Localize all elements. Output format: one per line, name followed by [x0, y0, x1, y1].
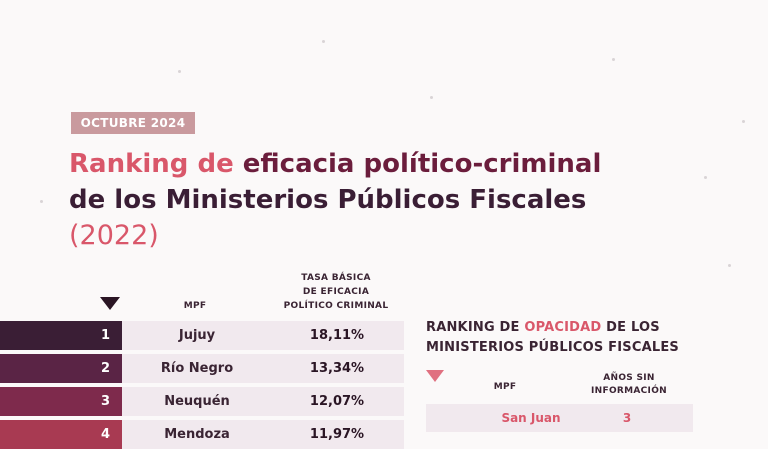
efficacy-value: 11,97%: [309, 427, 365, 442]
column-header-years: AÑOS SIN INFORMACIÓN: [574, 372, 684, 398]
efficacy-value: 18,11%: [309, 328, 365, 343]
province-name: Neuquén: [164, 394, 230, 409]
opacity-title-highlight: OPACIDAD: [524, 320, 602, 335]
column-header-tasa-line: DE EFICACIA: [302, 287, 370, 297]
table-row: 2 Río Negro 13,34%: [0, 354, 404, 383]
title-accent: Ranking de: [69, 149, 243, 179]
rank-number: 1: [0, 321, 122, 350]
opacity-title-text: RANKING DE: [426, 320, 525, 335]
table-row: 4 Mendoza 11,97%: [0, 420, 404, 449]
rank-row-body: Neuquén 12,07%: [122, 387, 404, 416]
rank-row-body: Río Negro 13,34%: [122, 354, 404, 383]
page-title: Ranking de eficacia político-criminal de…: [69, 146, 601, 254]
background-speck: [40, 200, 43, 203]
title-line-1: Ranking de eficacia político-criminal: [69, 146, 601, 182]
opacity-title-line-2: MINISTERIOS PÚBLICOS FISCALES: [426, 340, 679, 355]
rank-number: 2: [0, 354, 122, 383]
column-header-mpf: MPF: [493, 382, 517, 392]
sort-down-icon: [426, 370, 444, 382]
column-header-tasa-line: POLÍTICO CRIMINAL: [283, 301, 389, 311]
background-speck: [742, 120, 745, 123]
background-speck: [612, 58, 615, 61]
date-badge: OCTUBRE 2024: [71, 112, 195, 134]
province-name: San Juan: [501, 411, 561, 425]
column-header-years-line: AÑOS SIN: [603, 373, 655, 383]
province-name: Mendoza: [164, 427, 230, 442]
province-name: Río Negro: [160, 361, 234, 376]
column-header-mpf: MPF: [183, 301, 207, 311]
province-name: Jujuy: [178, 328, 216, 343]
efficacy-value: 13,34%: [309, 361, 365, 376]
column-header-tasa-line: TASA BÁSICA: [301, 273, 371, 283]
opacity-title-line-1: RANKING DE OPACIDAD DE LOS: [426, 318, 679, 338]
background-speck: [704, 176, 707, 179]
column-header-tasa: TASA BÁSICA DE EFICACIA POLÍTICO CRIMINA…: [276, 271, 396, 313]
title-year: (2022): [69, 220, 159, 251]
background-speck: [430, 96, 433, 99]
opacity-title: RANKING DE OPACIDAD DE LOS MINISTERIOS P…: [426, 318, 679, 358]
sort-down-icon: [100, 297, 120, 310]
table-row: 3 Neuquén 12,07%: [0, 387, 404, 416]
title-highlight: eficacia político-criminal: [242, 149, 602, 179]
background-speck: [178, 70, 181, 73]
efficacy-value: 12,07%: [309, 394, 365, 409]
rank-row-body: Jujuy 18,11%: [122, 321, 404, 350]
table-row: 1 Jujuy 18,11%: [0, 321, 404, 350]
rank-number: 3: [0, 387, 122, 416]
years-without-info: 3: [622, 411, 632, 425]
rank-number: 4: [0, 420, 122, 449]
table-row: San Juan 3: [426, 404, 693, 432]
background-speck: [322, 40, 325, 43]
title-line-2: de los Ministerios Públicos Fiscales: [69, 185, 587, 215]
background-speck: [728, 264, 731, 267]
rank-row-body: Mendoza 11,97%: [122, 420, 404, 449]
opacity-title-text: DE LOS: [601, 320, 660, 335]
column-header-years-line: INFORMACIÓN: [591, 386, 667, 396]
